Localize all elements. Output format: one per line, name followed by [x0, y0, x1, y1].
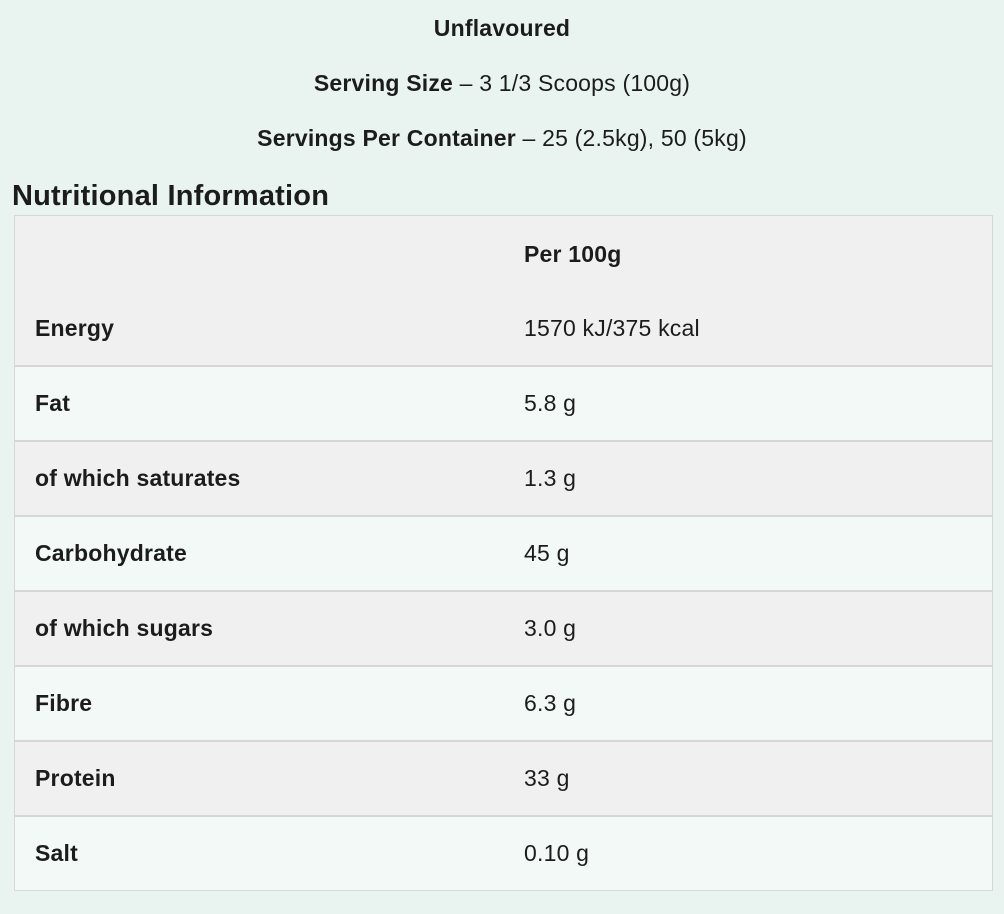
serving-size-line: Serving Size – 3 1/3 Scoops (100g) [0, 70, 1004, 96]
table-row: Protein 33 g [15, 740, 992, 815]
table-row: of which saturates 1.3 g [15, 440, 992, 515]
servings-per-container-label: Servings Per Container [257, 125, 516, 151]
table-body: Energy 1570 kJ/375 kcal Fat 5.8 g of whi… [15, 292, 992, 890]
table-row: Carbohydrate 45 g [15, 515, 992, 590]
nutrient-value: 3.0 g [524, 615, 577, 641]
product-serving-header: Unflavoured Serving Size – 3 1/3 Scoops … [0, 0, 1004, 151]
nutrient-label: Fibre [35, 690, 93, 716]
nutrient-value: 6.3 g [524, 690, 577, 716]
section-title: Nutritional Information [12, 180, 330, 212]
serving-size-label: Serving Size [313, 70, 454, 96]
nutrient-value: 1570 kJ/375 kcal [524, 315, 700, 341]
nutrient-value: 1.3 g [524, 465, 577, 491]
table-row: Fibre 6.3 g [15, 665, 992, 740]
nutrient-value: 5.8 g [524, 390, 577, 416]
serving-size-value: – 3 1/3 Scoops (100g) [459, 70, 691, 96]
table-row: Salt 0.10 g [15, 815, 992, 890]
servings-per-container-value: – 25 (2.5kg), 50 (5kg) [522, 125, 747, 151]
nutrient-label: Protein [35, 765, 116, 791]
nutrient-label: Salt [35, 840, 78, 866]
servings-per-container-line: Servings Per Container – 25 (2.5kg), 50 … [0, 125, 1004, 151]
nutrient-value: 33 g [524, 765, 570, 791]
nutrient-value: 45 g [524, 540, 570, 566]
table-row: Fat 5.8 g [15, 365, 992, 440]
flavour-name: Unflavoured [433, 15, 571, 41]
column-header-per-100g: Per 100g [524, 240, 622, 267]
table-row: of which sugars 3.0 g [15, 590, 992, 665]
nutrient-value: 0.10 g [524, 840, 590, 866]
nutrient-label: Energy [35, 315, 115, 341]
nutrient-label: Carbohydrate [35, 540, 187, 566]
nutrition-table: Per 100g Energy 1570 kJ/375 kcal Fat 5.8… [14, 215, 993, 891]
table-row: Energy 1570 kJ/375 kcal [15, 292, 992, 365]
nutrient-label: of which sugars [35, 615, 214, 641]
table-header-row: Per 100g [15, 216, 992, 292]
nutrient-label: of which saturates [35, 465, 241, 491]
nutrient-label: Fat [35, 390, 71, 416]
